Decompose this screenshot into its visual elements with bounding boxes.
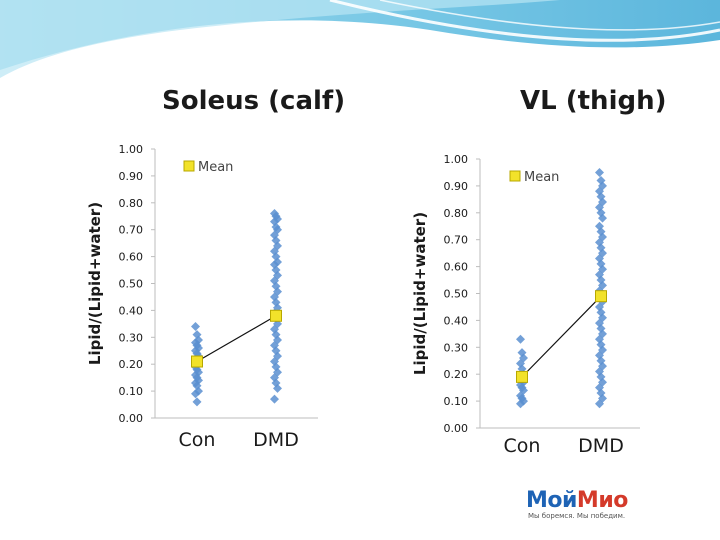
y-tick-label: 0.50	[119, 278, 144, 291]
legend-label: Mean	[524, 170, 559, 185]
data-point	[270, 394, 279, 404]
y-tick-label: 0.50	[444, 288, 469, 301]
x-category-label: Con	[504, 435, 541, 457]
chart-title-vl: VL (thigh)	[520, 86, 667, 116]
y-tick-label: 0.10	[444, 395, 469, 408]
mean-line	[196, 315, 277, 363]
moimio-logo: МойМио Мы боремся. Мы победим.	[526, 488, 684, 524]
y-tick-label: 0.20	[119, 358, 144, 371]
mean-marker	[270, 309, 282, 322]
data-point	[516, 399, 525, 409]
y-tick-label: 0.80	[444, 207, 469, 220]
legend-label: Mean	[198, 160, 233, 175]
y-tick-label: 0.80	[119, 197, 144, 210]
mean-marker	[595, 290, 607, 303]
data-point	[516, 334, 525, 344]
y-tick-label: 0.60	[444, 261, 469, 274]
x-category-label: DMD	[253, 429, 299, 451]
mean-line	[521, 295, 602, 378]
logo-word-1: Мой	[526, 488, 577, 513]
y-tick-label: 1.00	[444, 153, 469, 166]
data-point	[191, 389, 200, 399]
y-tick-label: 0.20	[444, 368, 469, 381]
y-tick-label: 0.40	[444, 314, 469, 327]
x-category-label: Con	[179, 429, 216, 451]
data-point	[273, 383, 282, 393]
y-tick-label: 0.30	[444, 341, 469, 354]
y-tick-label: 0.30	[119, 331, 144, 344]
data-point	[191, 322, 200, 332]
logo-word-2: Мио	[576, 488, 628, 513]
data-point	[595, 399, 604, 409]
decorative-banner	[0, 0, 720, 78]
data-point	[595, 167, 604, 177]
y-axis-label: Lipid/(Lipid+water)	[86, 202, 104, 365]
y-axis-label: Lipid/(Lipid+water)	[411, 212, 429, 375]
y-tick-label: 0.10	[119, 385, 144, 398]
mean-marker	[516, 370, 528, 383]
legend-swatch	[509, 170, 521, 182]
logo-tagline: Мы боремся. Мы победим.	[528, 512, 626, 520]
chart-title-soleus: Soleus (calf)	[162, 86, 346, 116]
mean-marker	[191, 355, 203, 368]
x-category-label: DMD	[578, 435, 624, 457]
data-point	[598, 213, 607, 223]
y-tick-label: 0.70	[119, 224, 144, 237]
legend-swatch	[183, 160, 195, 172]
y-tick-label: 0.70	[444, 234, 469, 247]
y-tick-label: 0.90	[444, 180, 469, 193]
y-tick-label: 0.40	[119, 304, 144, 317]
y-tick-label: 0.00	[444, 422, 469, 435]
y-tick-label: 0.90	[119, 170, 144, 183]
y-tick-label: 0.00	[119, 412, 144, 425]
y-tick-label: 1.00	[119, 143, 144, 156]
logo-wordmark: МойМио	[526, 488, 628, 513]
data-point	[192, 397, 202, 407]
y-tick-label: 0.60	[119, 251, 144, 264]
